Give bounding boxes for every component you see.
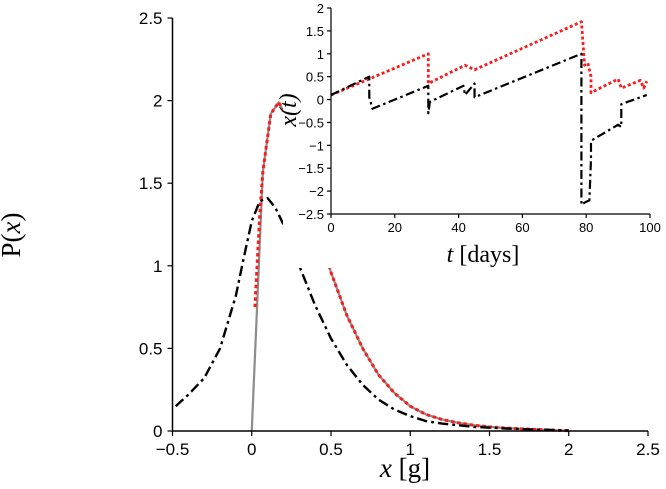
inset-x-tick-label: 20 (388, 220, 402, 235)
main-y-axis-var: x (0, 221, 26, 234)
main-y-axis-label: P(x) (0, 213, 26, 258)
inset-y-tick-label: 0 (317, 93, 324, 108)
main-y-tick-label: 2.5 (139, 9, 163, 28)
main-x-axis-var: x (379, 453, 392, 483)
inset-series-group (330, 20, 649, 206)
inset-x-tick-label: 60 (515, 220, 529, 235)
main-x-tick-label: 2 (564, 440, 573, 459)
main-chart: −0.500.511.522.5 00.511.522.5 x [g] P(x) (0, 9, 660, 483)
inset-x-tick-label: 0 (327, 220, 334, 235)
main-x-axis-space (392, 453, 399, 483)
main-x-axis-unit: [g] (399, 453, 430, 483)
main-y-tick-label: 0.5 (139, 339, 163, 358)
inset-x-axis-unit: [days] (459, 242, 519, 268)
inset-series-black-dashdot (330, 52, 648, 206)
inset-y-tick-label: −0.5 (298, 115, 324, 130)
main-series-black-dashdot (174, 196, 569, 432)
inset-x-axis-var: t (447, 242, 455, 268)
inset-y-tick-label: 1.5 (306, 24, 324, 39)
inset-x-axis-label: t [days] (447, 242, 520, 268)
inset-y-tick-label: −1.5 (298, 161, 324, 176)
main-x-tick-label: 1 (406, 440, 415, 459)
main-y-tick-label: 0 (153, 422, 162, 441)
main-x-tick-label: 0 (247, 440, 256, 459)
inset-x-tick-label: 80 (579, 220, 593, 235)
inset-x-tick-label: 100 (639, 220, 661, 235)
main-x-ticks: −0.5 0 0.5 1 1.5 2 2.5 (156, 431, 660, 459)
inset-y-tick-label: −2.5 (298, 207, 324, 222)
inset-background (283, 0, 663, 268)
inset-y-tick-label: −1 (309, 138, 324, 153)
main-y-tick-label: 2 (153, 92, 162, 111)
inset-x-tick-label: 40 (451, 220, 465, 235)
inset-y-tick-label: −2 (309, 184, 324, 199)
main-x-tick-label: −0.5 (156, 440, 190, 459)
main-x-tick-label: 0.5 (319, 440, 343, 459)
inset-y-axis-label: x(t) (276, 93, 302, 127)
main-y-ticks: 0 0.5 1 1.5 2 2.5 (139, 9, 173, 441)
inset-y-ticks: 2 1.5 1 0.5 0 −0.5 −1 −1.5 −2 −2.5 (298, 1, 331, 222)
inset-y-tick-label: 0.5 (306, 70, 324, 85)
main-x-axis-label: x [g] (379, 453, 430, 483)
main-y-tick-label: 1 (153, 257, 162, 276)
inset-chart: 0 20 40 60 80 100 2 1.5 1 0.5 0 −0.5 −1 −1.5 −2 −2.5 t… (276, 0, 663, 268)
main-y-axis-post: ) (0, 213, 26, 222)
main-x-tick-label: 2.5 (636, 440, 660, 459)
main-y-tick-label: 1.5 (139, 174, 163, 193)
inset-x-ticks: 0 20 40 60 80 100 (327, 214, 661, 235)
main-y-axis-pre: P( (0, 233, 26, 257)
main-x-tick-label: 1.5 (478, 440, 502, 459)
inset-y-tick-label: 2 (317, 1, 324, 16)
inset-y-tick-label: 1 (317, 47, 324, 62)
